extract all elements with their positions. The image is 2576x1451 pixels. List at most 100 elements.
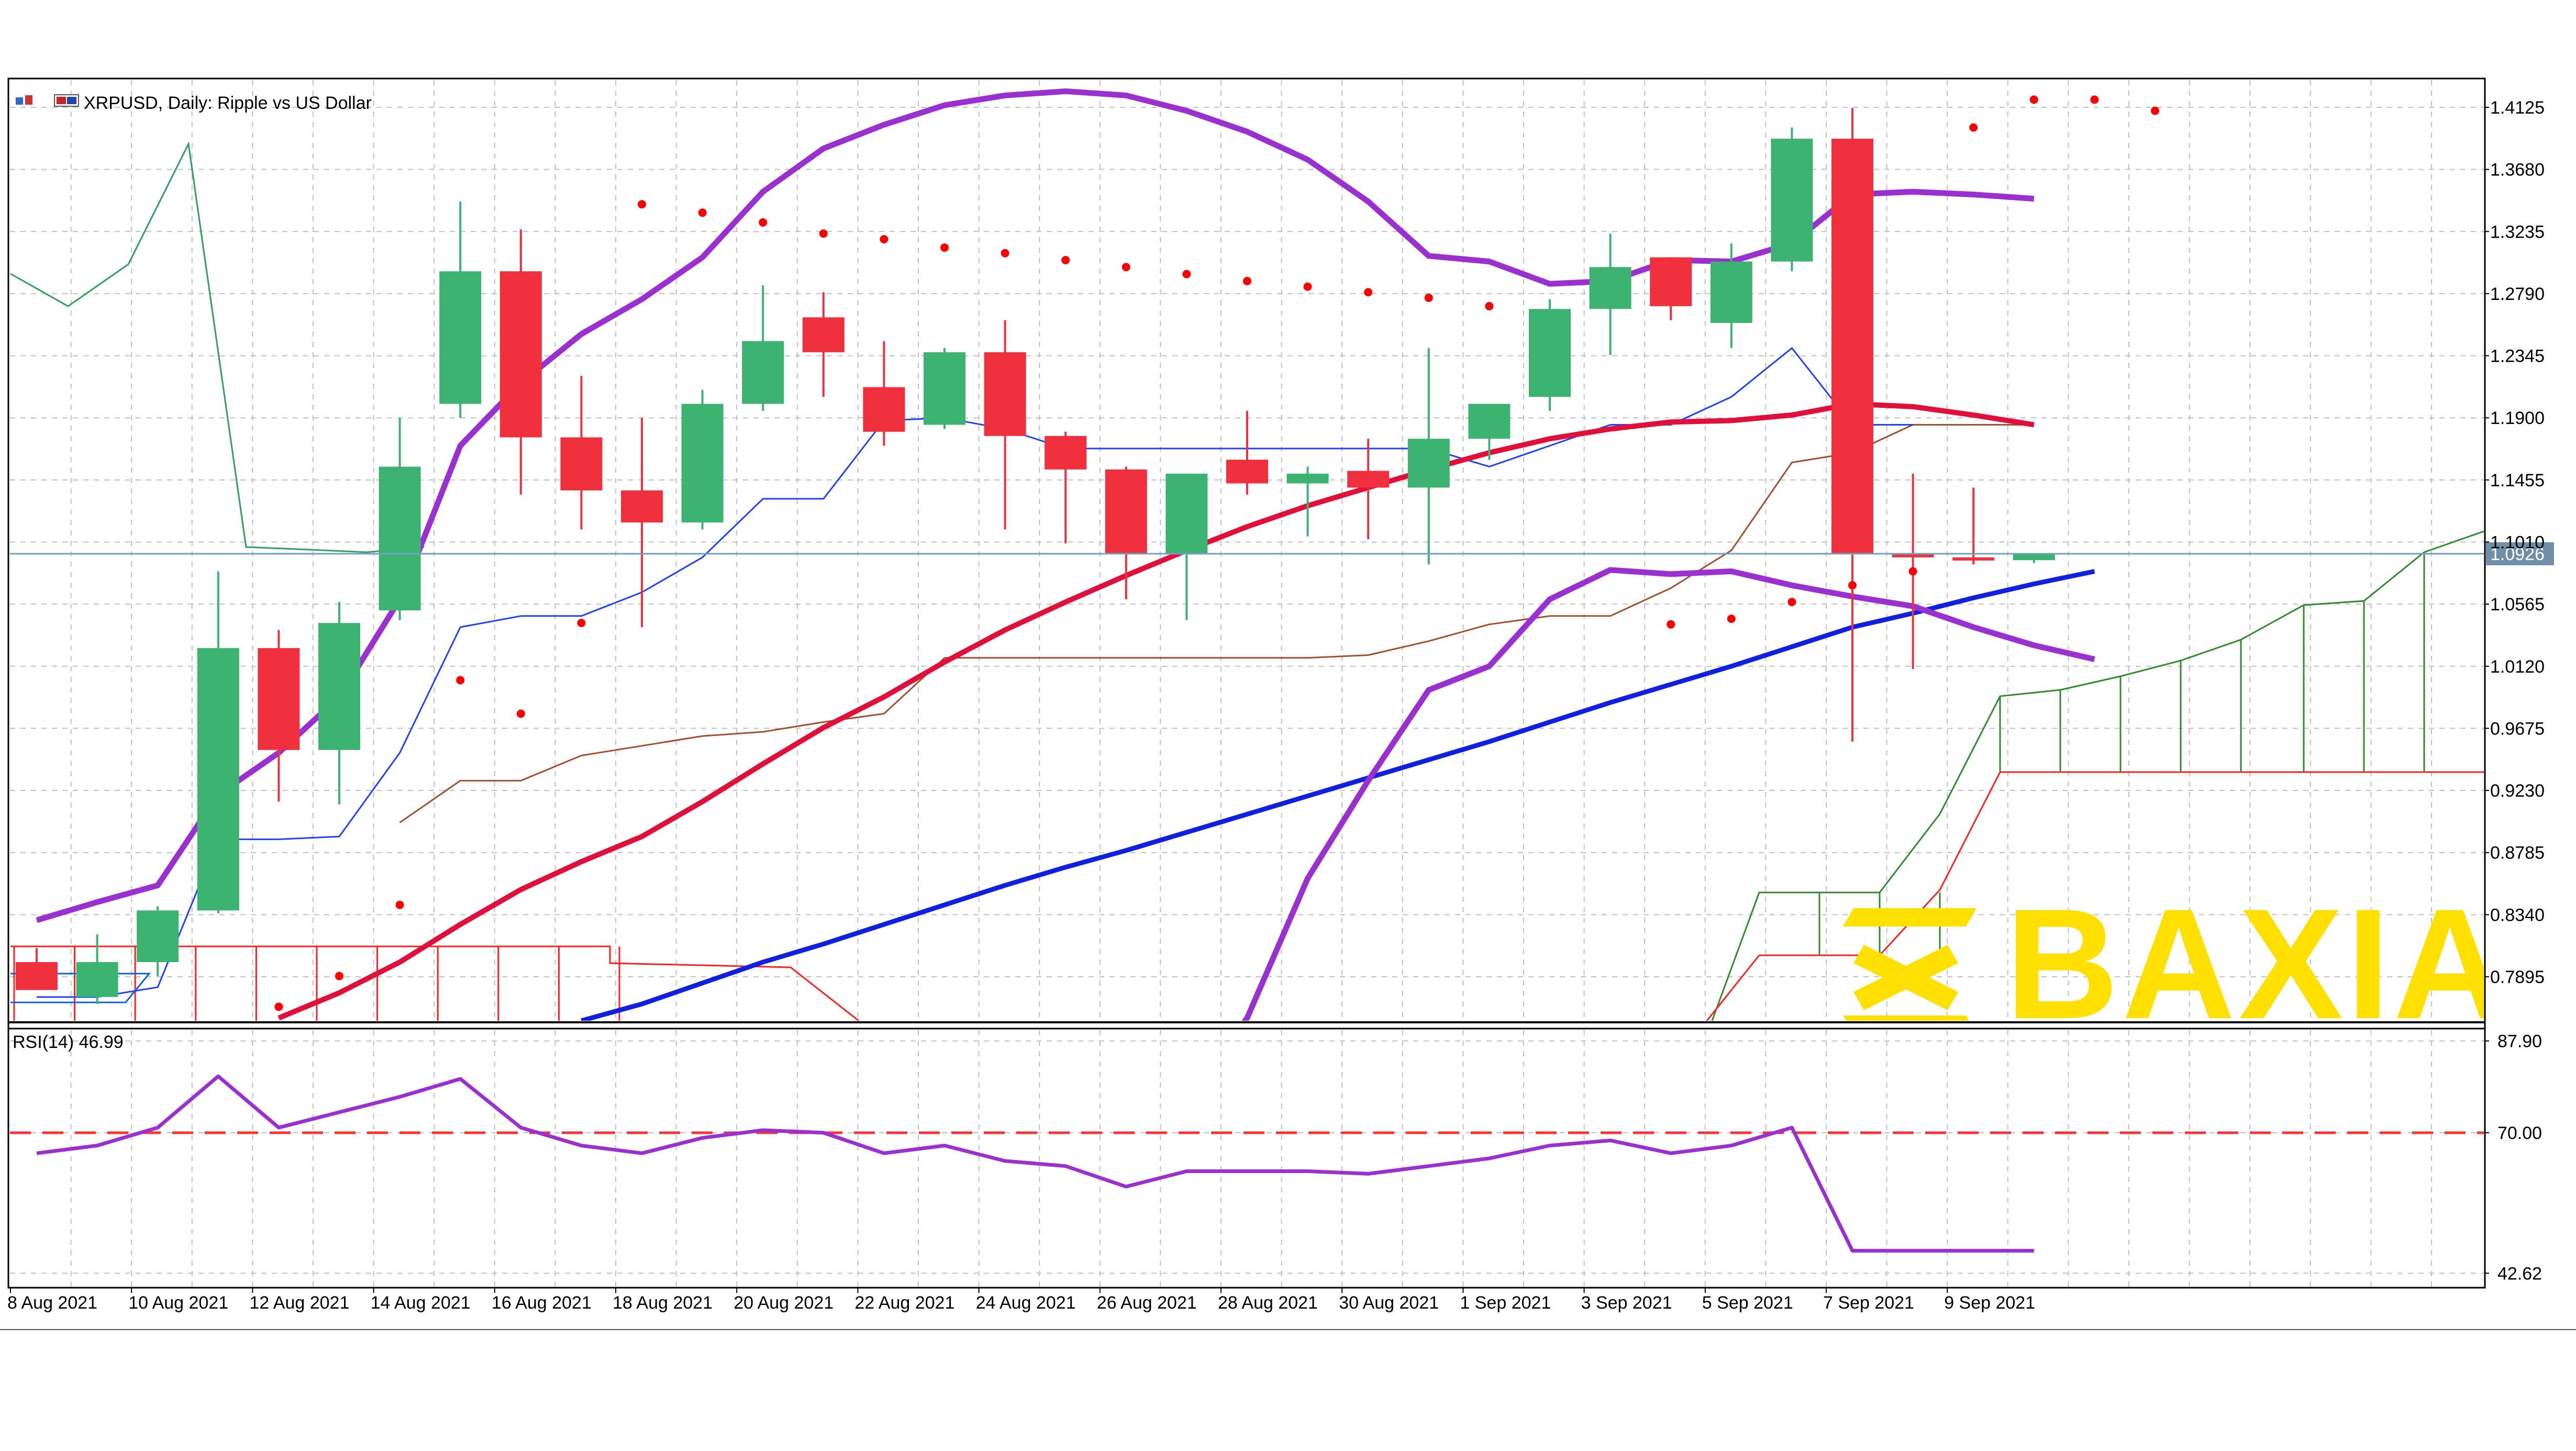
candle-body <box>197 648 239 911</box>
candle <box>560 376 603 530</box>
candle-body <box>863 387 905 432</box>
candle <box>16 948 58 990</box>
candle-body <box>1407 439 1450 488</box>
candle <box>137 906 179 976</box>
price-tick-label: 0.8785 <box>2490 843 2545 863</box>
sar-dot <box>1848 581 1857 590</box>
sar-dot <box>940 243 949 252</box>
sar-dot <box>1424 293 1433 302</box>
candle-body <box>2013 553 2055 561</box>
sar-dot <box>395 900 404 909</box>
bollinger-lower-path <box>1241 567 2095 1021</box>
candle-body <box>681 404 724 523</box>
rsi-line <box>36 1074 2034 1253</box>
sar-dot <box>1667 620 1675 629</box>
price-tick-label: 1.2345 <box>2490 347 2545 366</box>
price-tick-label: 1.1010 <box>2490 533 2545 553</box>
date-tick-label: 7 Sep 2021 <box>1823 1293 1914 1313</box>
current-price-line: 1.0926 <box>10 542 2554 565</box>
candle <box>2013 553 2055 563</box>
rsi-panel <box>10 1074 2484 1253</box>
price-tick-label: 1.2790 <box>2490 284 2545 304</box>
price-tick-label: 0.9675 <box>2490 719 2545 739</box>
axes: 1.4125 1.3680 1.3235 1.2790 1.2345 1.1900 1.14… <box>7 98 2545 1313</box>
ichimoku-red-span <box>10 945 859 1021</box>
date-tick-label: 30 Aug 2021 <box>1339 1293 1439 1313</box>
date-tick-label: 18 Aug 2021 <box>613 1293 713 1313</box>
kijun-sen-line <box>399 424 2034 823</box>
watermark: BAXIA <box>1843 876 2510 1052</box>
date-tick-label: 8 Aug 2021 <box>7 1293 97 1313</box>
ichimoku-green-span <box>1711 530 2484 1021</box>
price-tick-label: 0.8340 <box>2490 905 2545 925</box>
candle <box>197 571 239 913</box>
rsi-title: RSI(14) 46.99 <box>13 1032 124 1052</box>
candle <box>1226 410 1268 495</box>
sar-dot <box>1061 255 1070 264</box>
candle <box>1347 439 1390 540</box>
sar-dot <box>1787 598 1796 607</box>
date-tick-label: 26 Aug 2021 <box>1097 1293 1197 1313</box>
sar-dot <box>1122 263 1130 272</box>
chart-header: XRPUSD, Daily: Ripple vs US Dollar RSI(1… <box>13 93 372 1052</box>
candle <box>379 418 421 620</box>
kijun-sen-path <box>399 424 2034 823</box>
candle-body <box>379 466 421 611</box>
candle-body <box>1650 257 1692 306</box>
candle-body <box>1529 309 1571 397</box>
candle-body <box>1771 138 1813 262</box>
sar-dot <box>1485 302 1494 310</box>
sar-dot <box>1969 123 1978 132</box>
bollinger-bands <box>36 88 2095 1021</box>
date-tick-label: 9 Sep 2021 <box>1944 1293 2035 1313</box>
candle-body <box>1165 473 1208 553</box>
price-tick-label: 1.1455 <box>2490 471 2545 490</box>
candle <box>499 229 542 495</box>
candle <box>1589 233 1631 355</box>
sar-dot <box>880 235 889 243</box>
chart-frame <box>0 77 2576 1330</box>
rsi-tick-label: 70.00 <box>2497 1123 2542 1143</box>
candle-body <box>621 490 663 523</box>
price-tick-label: 1.3235 <box>2490 222 2545 242</box>
candle-body <box>1105 469 1147 553</box>
rsi-tick-label: 42.62 <box>2497 1264 2542 1283</box>
sma-blue-path <box>581 569 2095 1021</box>
candle <box>1529 299 1571 411</box>
candle <box>1045 431 1087 544</box>
symbol-title: XRPUSD, Daily: Ripple vs US Dollar <box>84 93 372 113</box>
candle-body <box>1589 267 1631 309</box>
sar-dot <box>1908 567 1917 576</box>
sar-dot <box>1303 282 1312 291</box>
candle <box>318 602 360 805</box>
candle <box>439 201 482 418</box>
price-tick-label: 1.4125 <box>2490 98 2545 118</box>
candle-body <box>1468 404 1511 439</box>
sar-dot <box>1182 270 1191 278</box>
sar-dot <box>2151 106 2159 115</box>
date-tick-label: 22 Aug 2021 <box>854 1293 954 1313</box>
sar-dot <box>759 218 768 227</box>
candle <box>1407 348 1450 565</box>
sar-dot <box>335 972 343 980</box>
candle-body <box>76 962 118 997</box>
chikou-lag-line <box>10 141 425 553</box>
candle-body <box>1045 436 1087 470</box>
candle <box>1650 257 1692 320</box>
date-tick-label: 10 Aug 2021 <box>128 1293 228 1313</box>
sar-dot <box>1364 288 1373 297</box>
sar-dot <box>577 619 586 628</box>
watermark-text: BAXIA <box>2005 876 2510 1052</box>
date-tick-label: 12 Aug 2021 <box>249 1293 349 1313</box>
candles <box>16 108 2055 1004</box>
candle-body <box>802 317 845 352</box>
candle-body <box>924 352 965 425</box>
sar-dot <box>638 200 646 209</box>
date-tick-label: 3 Sep 2021 <box>1581 1293 1672 1313</box>
chart-type-icon <box>16 94 79 107</box>
candle <box>802 292 845 397</box>
candle-body <box>137 910 179 963</box>
candle-body <box>1226 460 1268 484</box>
candle <box>258 630 300 802</box>
